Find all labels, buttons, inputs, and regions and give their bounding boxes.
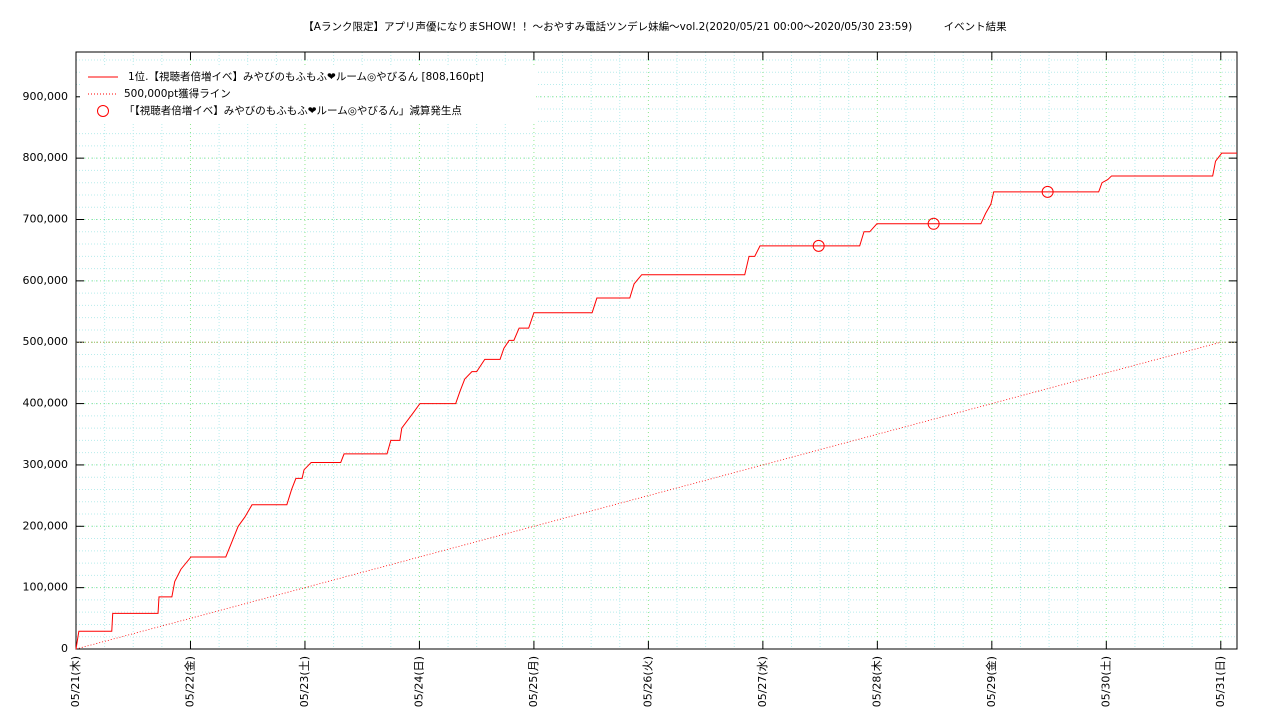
marker	[812, 239, 825, 252]
legend-label: 「【視聴者倍増イベ】みやびのもふもふ❤ルーム◎やびるん」減算発生点	[124, 104, 462, 117]
x-tick-label: 05/21(木)	[69, 656, 82, 707]
y-tick-label: 800,000	[23, 151, 69, 164]
y-tick-label: 200,000	[23, 519, 69, 532]
y-tick-label: 500,000	[23, 335, 69, 348]
y-tick-label: 400,000	[23, 397, 69, 410]
x-tick-label: 05/27(水)	[756, 656, 769, 707]
y-tick-label: 0	[61, 642, 68, 655]
x-tick-label: 05/25(月)	[527, 656, 540, 707]
x-tick-label: 05/26(火)	[641, 656, 654, 707]
y-tick-label: 300,000	[23, 458, 69, 471]
legend-box	[80, 66, 536, 124]
y-tick-label: 600,000	[23, 274, 69, 287]
x-tick-label: 05/24(日)	[412, 656, 425, 707]
plot-frame	[75, 51, 1238, 650]
legend-swatch	[97, 105, 109, 117]
x-tick-label: 05/22(金)	[182, 656, 196, 707]
x-tick-label: 05/31(日)	[1214, 656, 1227, 707]
data-line	[75, 152, 1237, 650]
x-tick-label: 05/28(木)	[870, 656, 883, 707]
legend-label: 500,000pt獲得ライン	[124, 87, 231, 100]
y-tick-label: 700,000	[23, 213, 69, 226]
y-tick-label: 100,000	[23, 581, 69, 594]
marker	[927, 217, 940, 230]
x-tick-label: 05/30(土)	[1099, 656, 1112, 707]
chart-title: 【Aランク限定】アプリ声優になりまSHOW！！〜おやすみ電話ツンデレ妹編〜vol…	[303, 20, 1007, 33]
y-tick-label: 900,000	[23, 90, 69, 103]
legend: 1位.【視聴者倍増イベ】みやびのもふもふ❤ルーム◎やびるん [808,160pt…	[80, 66, 536, 124]
marker	[1041, 185, 1054, 198]
x-tick-label: 05/29(金)	[984, 656, 998, 707]
legend-label: 1位.【視聴者倍増イベ】みやびのもふもふ❤ルーム◎やびるん [808,160pt…	[128, 70, 484, 83]
target-line	[75, 341, 1221, 650]
x-tick-label: 05/23(土)	[298, 656, 311, 707]
